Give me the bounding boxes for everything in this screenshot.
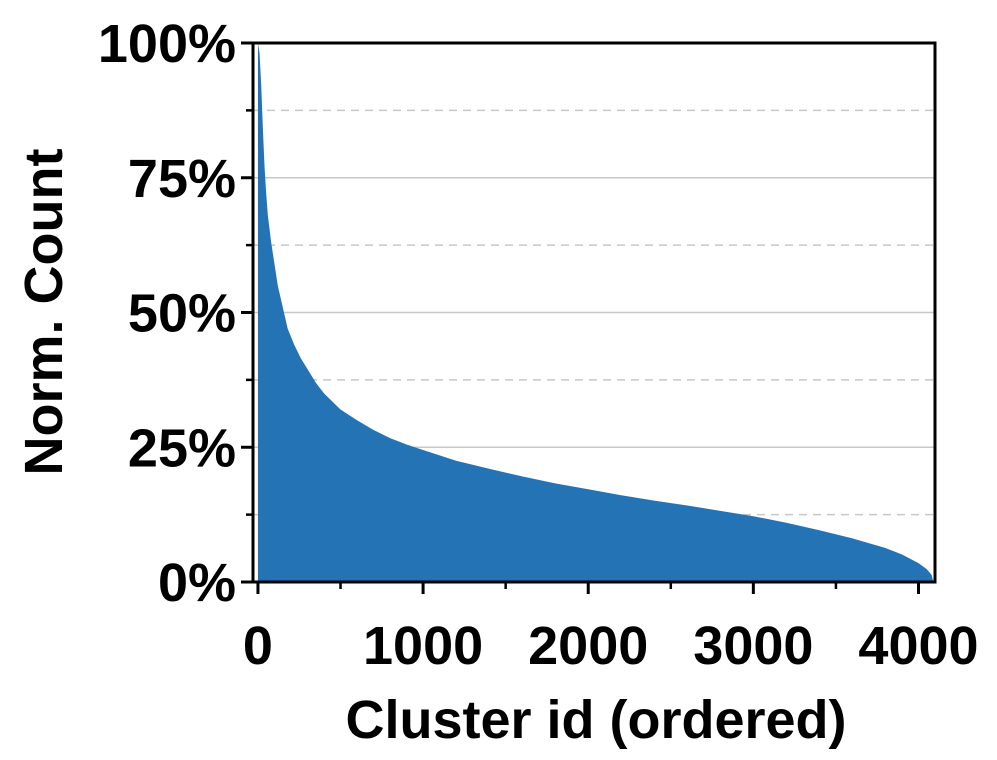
y-tick-label: 100% (98, 14, 236, 74)
ticks (241, 41, 920, 594)
x-tick-label: 3000 (693, 616, 813, 676)
y-axis-label: Norm. Count (14, 149, 74, 476)
y-tick-label: 75% (128, 149, 236, 209)
area-series (257, 43, 934, 582)
x-axis-label: Cluster id (ordered) (345, 690, 846, 750)
x-tick-label: 0 (243, 616, 273, 676)
y-tick-label: 0% (158, 553, 236, 613)
tick-labels: 0% 25% 50% 75% 100% 0 1000 2000 3000 4000 (98, 14, 979, 676)
y-tick-label: 25% (128, 418, 236, 478)
x-tick-label: 2000 (528, 616, 648, 676)
y-tick-label: 50% (128, 284, 236, 344)
x-tick-label: 1000 (363, 616, 483, 676)
x-tick-label: 4000 (858, 616, 978, 676)
